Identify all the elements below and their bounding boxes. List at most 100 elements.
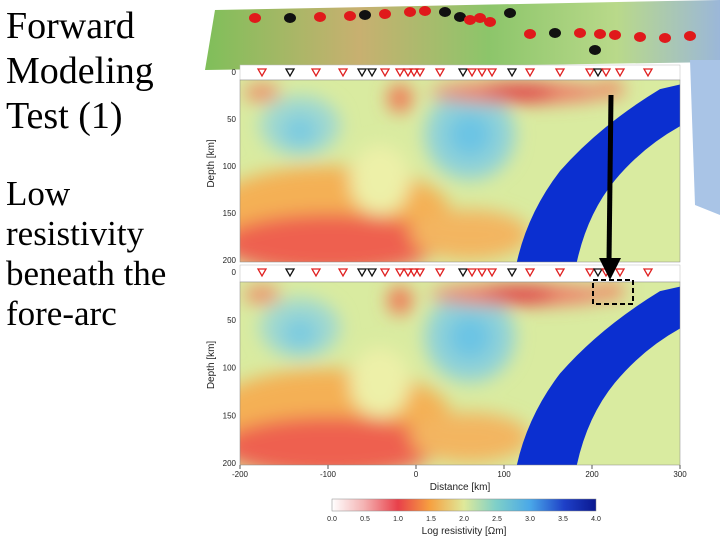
y-axis-label: Depth [km] (206, 139, 217, 188)
y-axis-label: Depth [km] (206, 341, 217, 390)
blob (595, 81, 625, 98)
blob (410, 209, 530, 260)
station (454, 12, 466, 22)
station-marker (366, 68, 378, 78)
station-marker (256, 268, 268, 278)
y-tick-label: 50 (227, 115, 236, 124)
station-marker (524, 268, 536, 278)
colorbar-tick-label: 2.0 (459, 516, 469, 523)
station-marker (337, 268, 349, 278)
colorbar-label: Log resistivity [Ωm] (422, 526, 507, 537)
blob (282, 114, 318, 147)
blob (282, 317, 318, 350)
colorbar-tick-label: 0.5 (360, 516, 370, 523)
station-marker (600, 68, 612, 78)
station (549, 28, 561, 38)
blob (388, 84, 412, 113)
y-tick-label: 100 (223, 162, 237, 171)
station-marker (402, 268, 414, 278)
station-marker (457, 268, 469, 278)
slab (516, 84, 680, 262)
station (484, 17, 496, 27)
arrow-head (599, 258, 621, 280)
y-tick-label: 0 (232, 268, 237, 277)
body-line: resistivity (6, 214, 145, 253)
x-tick-label: 200 (585, 470, 599, 479)
blob (595, 283, 625, 300)
station-marker (642, 68, 654, 78)
colorbar-tick-label: 1.5 (426, 516, 436, 523)
station-marker (256, 68, 268, 78)
station (609, 30, 621, 40)
model-panel: Depth [km] 0 50 100 150 200 (206, 64, 681, 265)
station (344, 11, 356, 21)
station-marker (614, 268, 626, 278)
station-marker (284, 268, 296, 278)
station-marker (506, 268, 518, 278)
y-tick-label: 150 (223, 209, 237, 218)
station-marker (394, 268, 406, 278)
resistivity-model (240, 80, 680, 262)
station-marker (486, 68, 498, 78)
body-line: fore-arc (6, 294, 117, 333)
station-marker (614, 68, 626, 78)
colorbar-tick-label: 3.5 (558, 516, 568, 523)
blob (240, 416, 440, 465)
station (684, 31, 696, 41)
slab (516, 286, 680, 465)
station-marker (379, 268, 391, 278)
station (419, 6, 431, 16)
station (474, 13, 486, 23)
x-tick-label: 100 (497, 470, 511, 479)
station (439, 7, 451, 17)
blobs (240, 81, 625, 262)
station-marker (356, 268, 368, 278)
title-line: Test (1) (6, 95, 123, 137)
station-marker (356, 68, 368, 78)
station-marker (554, 68, 566, 78)
station (589, 45, 601, 55)
blob (244, 84, 280, 101)
blob (350, 145, 410, 216)
highlight-box (592, 279, 634, 305)
station-dots (249, 6, 696, 55)
station-marker (414, 68, 426, 78)
station-marker (554, 268, 566, 278)
x-tick-label: -200 (232, 470, 249, 479)
arrow-shaft (606, 94, 614, 263)
y-tick-label: 0 (232, 68, 237, 77)
y-tick-label: 200 (223, 256, 237, 265)
station-marker (584, 268, 596, 278)
blob (448, 112, 492, 157)
blob (485, 84, 555, 101)
station-marker (366, 268, 378, 278)
colorbar-tick-label: 0.0 (327, 516, 337, 523)
title-line: Modeling (6, 50, 154, 92)
map-edge (690, 60, 720, 215)
station-marker (584, 68, 596, 78)
blob (485, 286, 555, 303)
body-line: beneath the (6, 254, 166, 293)
panel-frame (239, 281, 681, 466)
x-tick-label: 0 (414, 470, 419, 479)
station-marker (476, 268, 488, 278)
y-tick-label: 100 (223, 364, 237, 373)
panel-header (239, 64, 681, 81)
colorbar-tick-label: 3.0 (525, 516, 535, 523)
station (594, 29, 606, 39)
station-marker (524, 68, 536, 78)
model-panel: Depth [km] 0 50 100 150 200 (206, 264, 681, 468)
station-marker (592, 68, 604, 78)
station-marker (434, 268, 446, 278)
y-tick-label: 150 (223, 411, 237, 420)
blob (388, 286, 412, 315)
station (464, 15, 476, 25)
station-marker (408, 268, 420, 278)
blob (350, 347, 410, 418)
blob (244, 286, 280, 303)
station-marker (284, 68, 296, 78)
x-axis-label: Distance [km] (430, 482, 491, 493)
colorbar-tick-label: 4.0 (591, 516, 601, 523)
